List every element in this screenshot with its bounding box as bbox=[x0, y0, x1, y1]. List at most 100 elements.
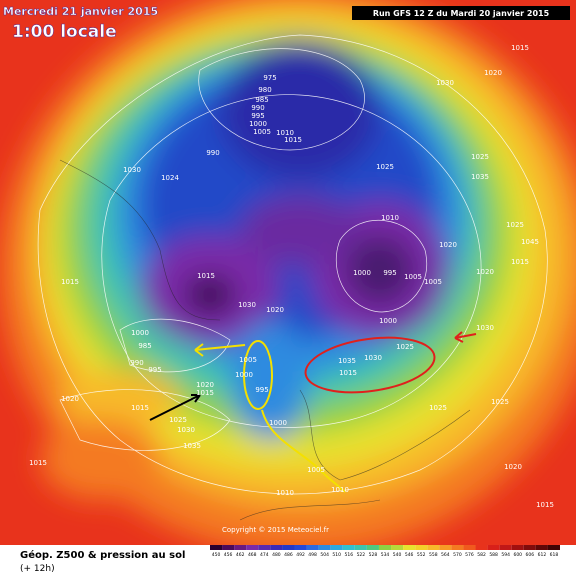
scale-swatch bbox=[451, 545, 464, 550]
isobar-label: 1030 bbox=[123, 166, 141, 174]
scale-swatch bbox=[246, 545, 259, 550]
isobar-label: 1010 bbox=[381, 214, 399, 222]
footer-title: Géop. Z500 & pression au sol bbox=[20, 549, 185, 561]
scale-label: 570 bbox=[453, 552, 462, 558]
isobar-label: 1025 bbox=[491, 398, 509, 406]
isobar-label: 975 bbox=[263, 74, 276, 82]
scale-swatch bbox=[535, 545, 548, 550]
scale-label: 546 bbox=[405, 552, 414, 558]
isobar-label: 1030 bbox=[364, 354, 382, 362]
isobar-label: 1015 bbox=[536, 501, 554, 509]
copyright: Copyright © 2015 Meteociel.fr bbox=[222, 526, 329, 534]
isobar-label: 1015 bbox=[284, 136, 302, 144]
scale-swatch bbox=[270, 545, 283, 550]
scale-label: 474 bbox=[260, 552, 269, 558]
scale-label: 528 bbox=[369, 552, 378, 558]
isobar-label: 1005 bbox=[253, 128, 271, 136]
scale-label: 558 bbox=[429, 552, 438, 558]
scale-label: 534 bbox=[381, 552, 390, 558]
isobar-label: 1005 bbox=[239, 356, 257, 364]
isobar-label: 990 bbox=[206, 149, 219, 157]
isobar-label: 1015 bbox=[29, 459, 47, 467]
isobar-label: 1005 bbox=[307, 466, 325, 474]
scale-swatch bbox=[318, 545, 331, 550]
isobar-label: 1005 bbox=[424, 278, 442, 286]
isobar-label: 985 bbox=[138, 342, 151, 350]
isobar-label: 1000 bbox=[249, 120, 267, 128]
scale-label: 468 bbox=[248, 552, 257, 558]
isobar-label: 995 bbox=[383, 269, 396, 277]
isobar-label: 995 bbox=[251, 112, 264, 120]
isobar-label: 1035 bbox=[338, 357, 356, 365]
scale-swatch bbox=[523, 545, 536, 550]
run-info: Run GFS 12 Z du Mardi 20 janvier 2015 bbox=[373, 9, 550, 18]
scale-label: 612 bbox=[538, 552, 547, 558]
scale-label: 516 bbox=[344, 552, 353, 558]
isobar-label: 1020 bbox=[439, 241, 457, 249]
isobar-label: 995 bbox=[148, 366, 161, 374]
scale-swatch bbox=[234, 545, 247, 550]
scale-label: 618 bbox=[550, 552, 559, 558]
scale-swatch bbox=[511, 545, 524, 550]
isobar-label: 1045 bbox=[521, 238, 539, 246]
isobar-label: 1000 bbox=[235, 371, 253, 379]
isobar-label: 1025 bbox=[396, 343, 414, 351]
isobar-label: 1010 bbox=[331, 486, 349, 494]
isobar-label: 1025 bbox=[169, 416, 187, 424]
scale-swatch bbox=[258, 545, 271, 550]
isobar-label: 990 bbox=[130, 359, 143, 367]
isobar-label: 1000 bbox=[269, 419, 287, 427]
isobar-label: 1020 bbox=[476, 268, 494, 276]
isobar-label: 1005 bbox=[404, 273, 422, 281]
scale-label: 582 bbox=[477, 552, 486, 558]
isobar-label: 1020 bbox=[504, 463, 522, 471]
isobar-label: 1020 bbox=[196, 381, 214, 389]
scale-label: 564 bbox=[441, 552, 450, 558]
isobar-label: 1015 bbox=[511, 44, 529, 52]
scale-label: 480 bbox=[272, 552, 281, 558]
scale-label: 522 bbox=[357, 552, 366, 558]
isobar-label: 1020 bbox=[266, 306, 284, 314]
scale-swatch bbox=[463, 545, 476, 550]
scale-swatch bbox=[547, 545, 560, 550]
scale-swatch bbox=[475, 545, 488, 550]
scale-label: 594 bbox=[501, 552, 510, 558]
isobar-label: 1020 bbox=[484, 69, 502, 77]
isobar-label: 1020 bbox=[61, 395, 79, 403]
isobar-label: 1015 bbox=[131, 404, 149, 412]
scale-swatch bbox=[487, 545, 500, 550]
scale-label: 450 bbox=[212, 552, 221, 558]
scale-label: 504 bbox=[320, 552, 329, 558]
isobar-label: 1030 bbox=[476, 324, 494, 332]
scale-label: 462 bbox=[236, 552, 245, 558]
scale-swatch bbox=[342, 545, 355, 550]
scale-swatch bbox=[306, 545, 319, 550]
isobar-label: 1010 bbox=[276, 129, 294, 137]
isobar-label: 1015 bbox=[196, 389, 214, 397]
scale-swatch bbox=[366, 545, 379, 550]
isobar-label: 1000 bbox=[353, 269, 371, 277]
scale-swatch bbox=[210, 545, 223, 550]
scale-label: 606 bbox=[526, 552, 535, 558]
scale-label: 600 bbox=[513, 552, 522, 558]
scale-swatch bbox=[391, 545, 404, 550]
isobar-label: 1035 bbox=[471, 173, 489, 181]
isobar-label: 1030 bbox=[177, 426, 195, 434]
isobar-label: 1025 bbox=[471, 153, 489, 161]
isobar-label: 985 bbox=[255, 96, 268, 104]
isobar-label: 1030 bbox=[238, 301, 256, 309]
scale-label: 540 bbox=[393, 552, 402, 558]
scale-swatch bbox=[282, 545, 295, 550]
scale-swatch bbox=[330, 545, 343, 550]
scale-label: 510 bbox=[332, 552, 341, 558]
isobar-label: 1000 bbox=[131, 329, 149, 337]
date: Mercredi 21 janvier 2015 bbox=[3, 5, 158, 18]
isobar-label: 1015 bbox=[339, 369, 357, 377]
scale-swatch bbox=[403, 545, 416, 550]
isobar-label: 1015 bbox=[61, 278, 79, 286]
scale-swatch bbox=[294, 545, 307, 550]
isobar-label: 1030 bbox=[436, 79, 454, 87]
scale-swatch bbox=[415, 545, 428, 550]
